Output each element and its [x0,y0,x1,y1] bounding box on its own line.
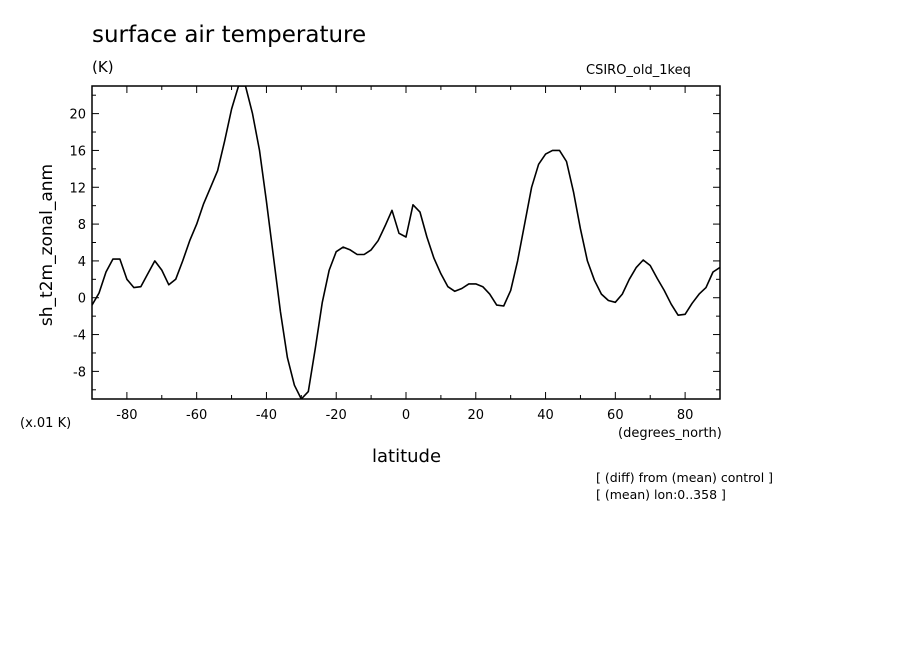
y-tick-label: 4 [78,255,86,270]
units-label: (K) [92,58,114,76]
x-tick-label: 80 [677,408,694,423]
source-label: CSIRO_old_1keq [586,63,691,78]
series-line [92,86,720,399]
y-tick-label: 0 [78,292,86,307]
x-units-label: (degrees_north) [618,426,722,441]
y-scale-label: (x.01 K) [20,416,72,431]
x-tick-label: -20 [326,408,347,423]
y-tick-label: 12 [69,181,86,196]
note-mean: [ (mean) lon:0..358 ] [596,487,726,502]
x-tick-label: 40 [537,408,554,423]
x-tick-label: 60 [607,408,624,423]
note-diff: [ (diff) from (mean) control ] [596,470,774,485]
x-tick-label: -60 [186,408,207,423]
y-tick-label: 20 [69,108,86,123]
x-tick-label: 0 [402,408,410,423]
x-tick-label: -80 [116,408,137,423]
x-tick-label: -40 [256,408,277,423]
x-axis-label: latitude [372,446,442,467]
series-group [92,86,720,399]
y-tick-label: 16 [69,144,86,159]
y-tick-label: 8 [78,218,86,233]
chart-title: surface air temperature [92,22,367,48]
plot-frame [91,85,721,400]
y-tick-label: -8 [73,365,86,380]
x-tick-label: 20 [468,408,485,423]
y-tick-label: -4 [73,329,86,344]
axis-ticks [91,86,721,399]
